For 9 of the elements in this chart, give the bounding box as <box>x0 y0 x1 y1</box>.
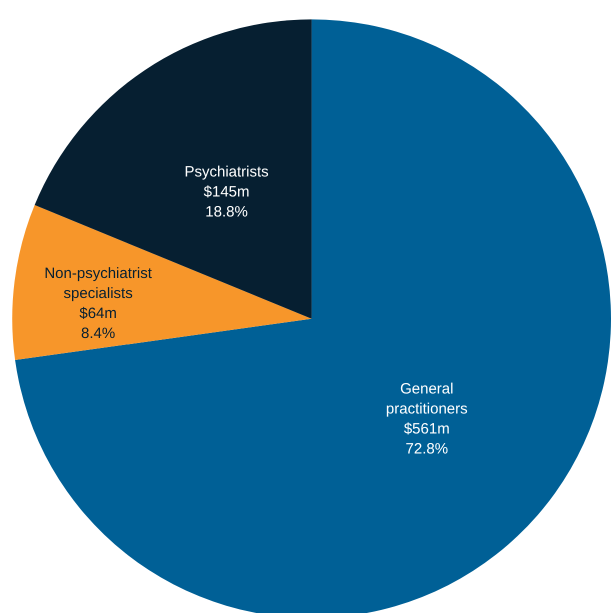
slice-label: General practitioners <box>386 380 468 418</box>
slice-label: Non-psychiatrist specialists <box>44 265 153 302</box>
slice-label: Psychiatrists <box>184 163 269 180</box>
text: $561m <box>404 420 450 438</box>
data-label: 18.8% <box>205 203 248 220</box>
text: $64m <box>79 305 117 322</box>
data-label: 72.8% <box>406 440 448 458</box>
data-label: 8.4% <box>81 325 116 342</box>
text: $145m <box>204 183 250 200</box>
